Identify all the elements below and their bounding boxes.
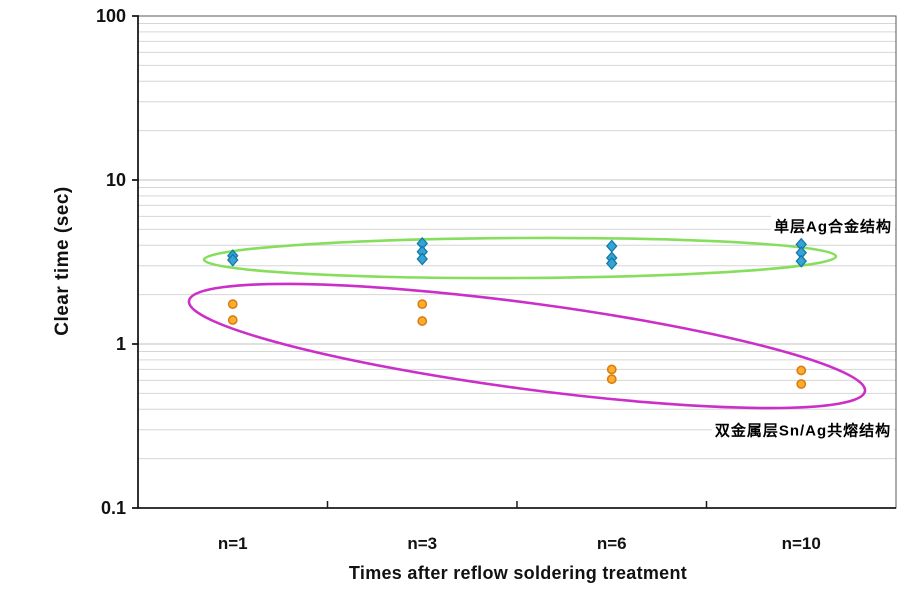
group-ellipse-snag-group [187, 282, 867, 410]
data-point-snag-circle [417, 299, 428, 310]
data-point-ag-diamond [605, 256, 618, 271]
data-point-ag-diamond [605, 239, 618, 253]
data-point-snag-circle [417, 316, 428, 326]
y-tick-label: 1 [116, 334, 126, 354]
data-point-snag-circle [227, 315, 238, 325]
data-point-snag-circle [227, 299, 238, 310]
data-point-ag-diamond [795, 254, 808, 268]
data-point-ag-diamond [226, 253, 239, 267]
y-tick-label: 100 [96, 6, 126, 26]
data-point-snag-circle [796, 365, 807, 376]
x-category-label: n=1 [218, 534, 248, 553]
y-tick-label: 10 [106, 170, 126, 190]
data-point-snag-circle [606, 374, 617, 385]
annotation-bilayer-snag-structure: 双金属层Sn/Ag共熔结构 [711, 418, 895, 442]
y-axis-title: Clear time (sec) [52, 186, 73, 336]
x-axis-title: Times after reflow soldering treatment [348, 563, 688, 583]
data-point-snag-circle [796, 379, 807, 389]
group-ellipse-ag-group [202, 236, 838, 280]
x-category-label: n=10 [782, 534, 821, 553]
x-category-label: n=6 [597, 534, 627, 553]
data-point-ag-diamond [416, 252, 429, 266]
y-tick-label: 0.1 [101, 498, 126, 518]
annotation-single-ag-structure: 单层Ag合金结构 [771, 214, 895, 238]
x-category-label: n=3 [407, 534, 437, 553]
data-point-snag-circle [606, 364, 617, 375]
